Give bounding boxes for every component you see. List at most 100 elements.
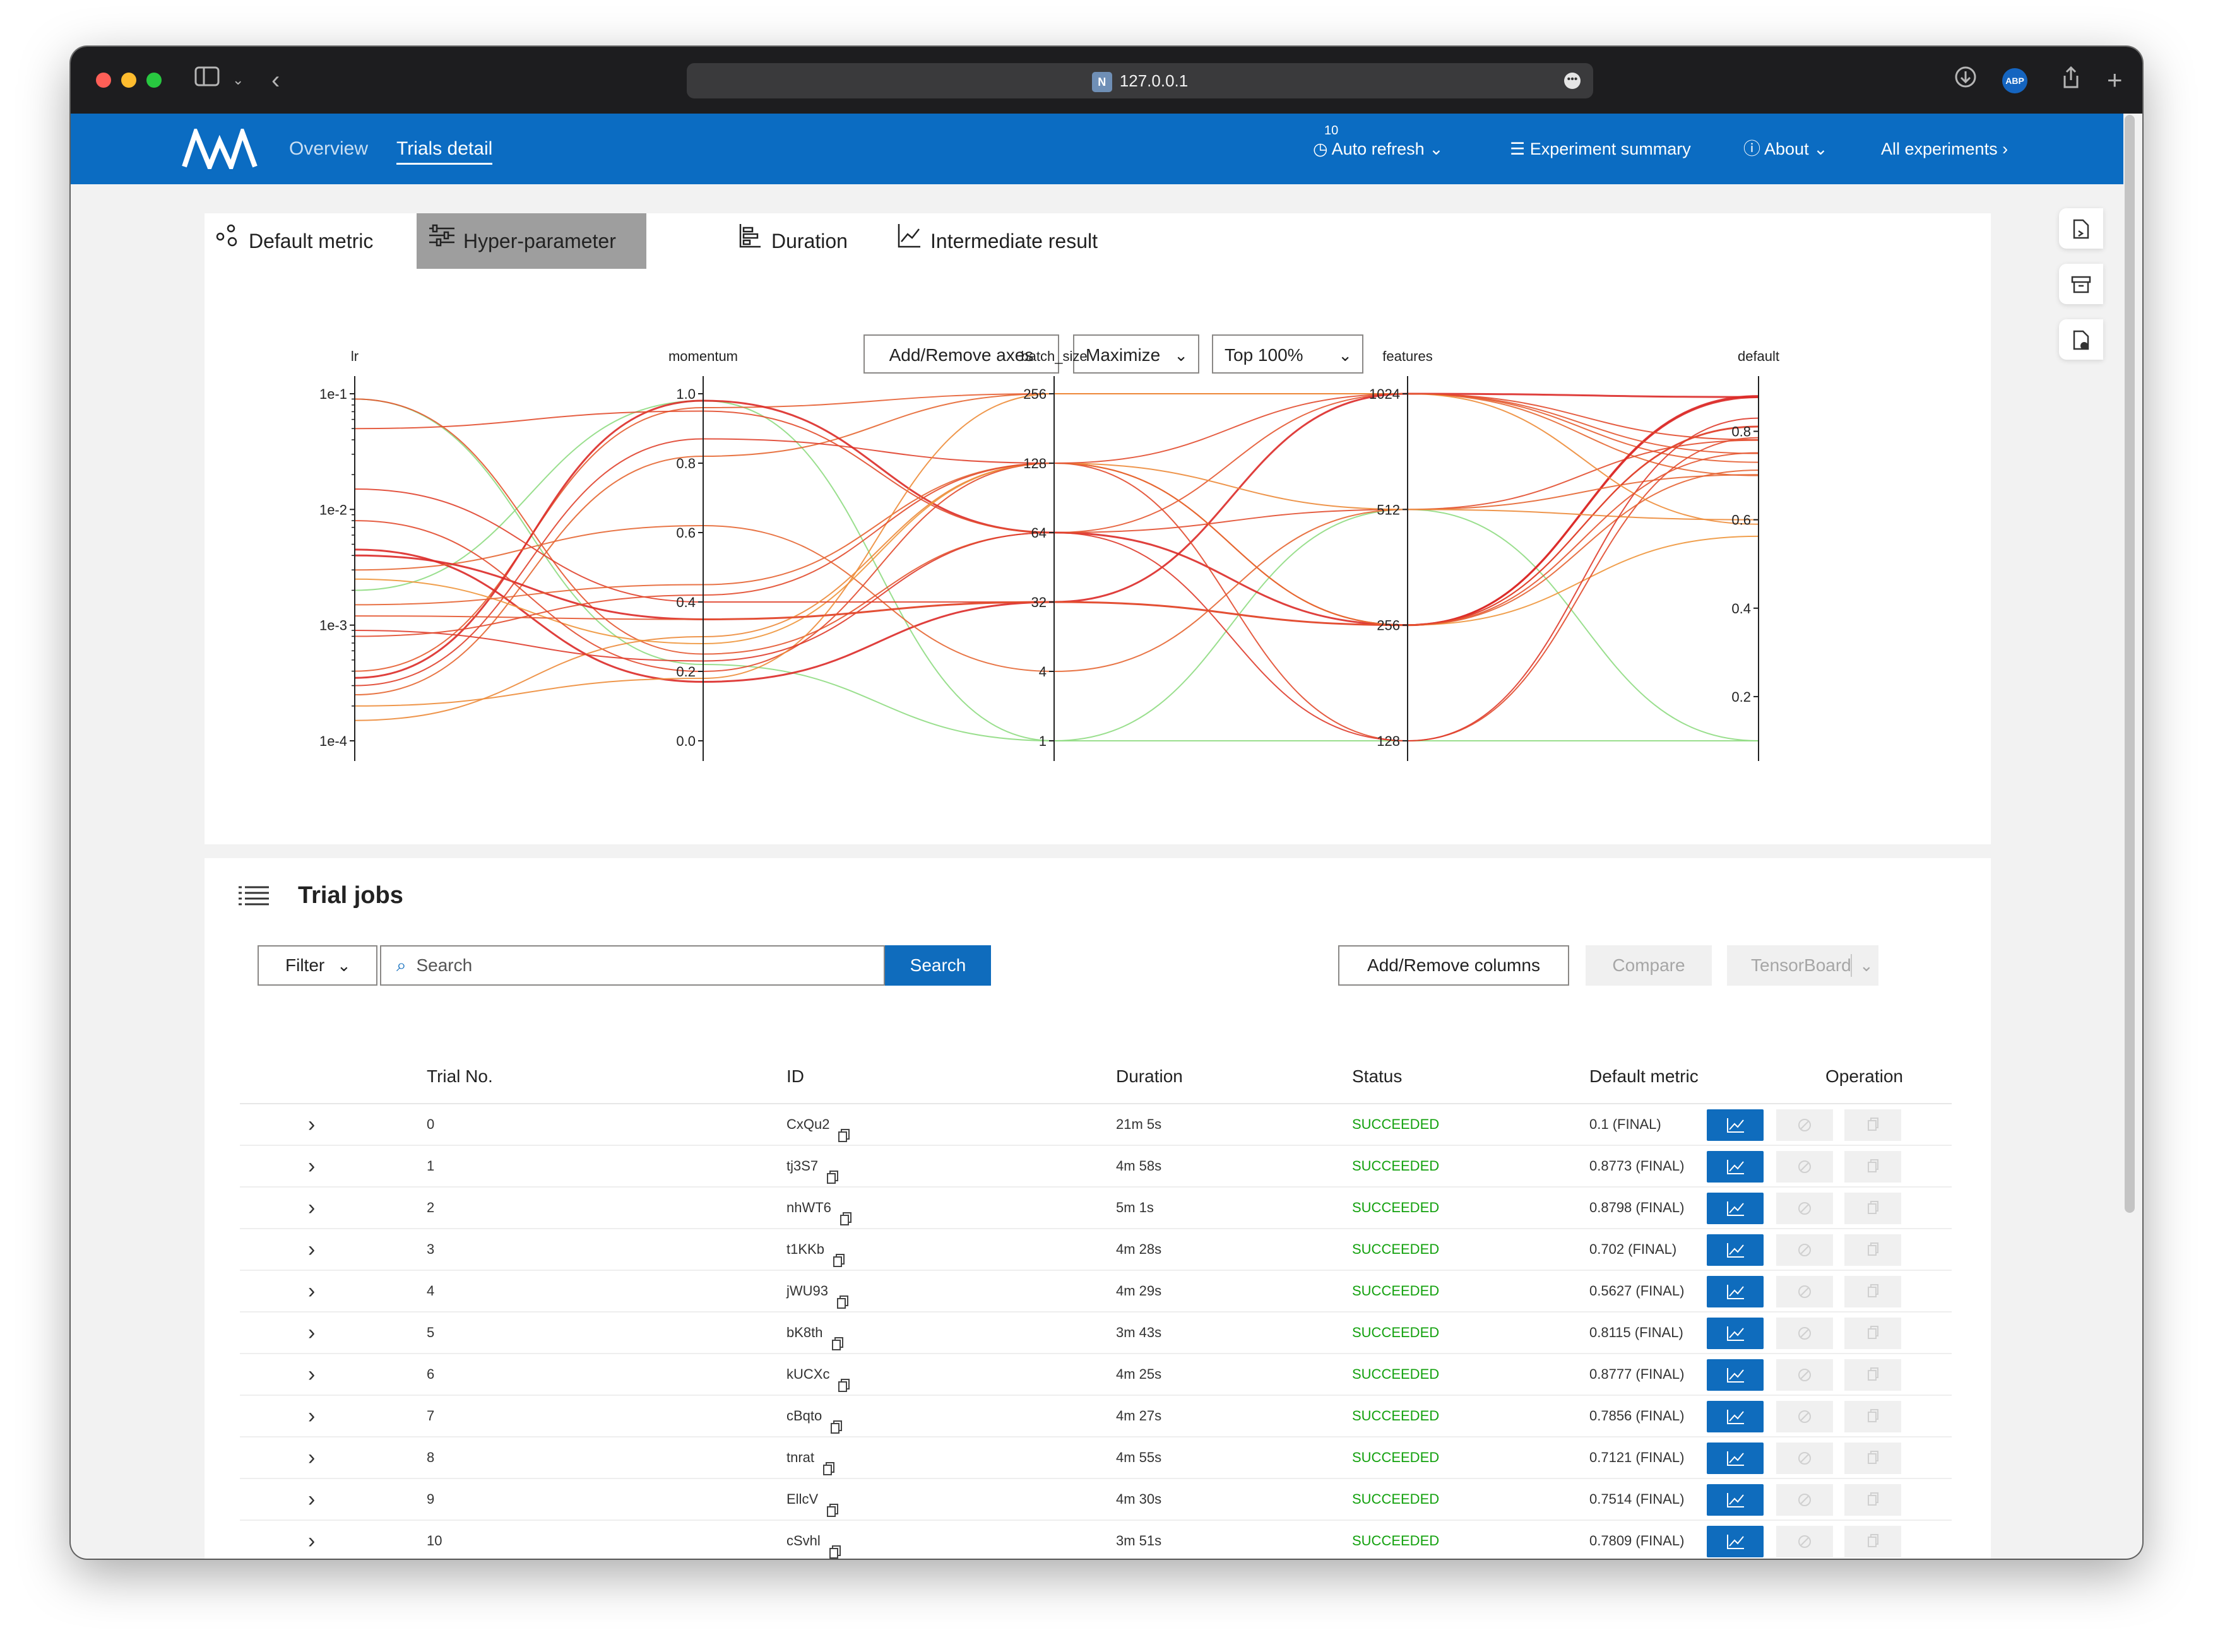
- page-scrollbar[interactable]: [2125, 115, 2135, 1213]
- copy-icon[interactable]: [838, 1118, 850, 1143]
- customize-trial-button[interactable]: [1844, 1193, 1901, 1224]
- search-button[interactable]: Search: [885, 945, 991, 986]
- table-row[interactable]: › 9 EllcV 4m 30s SUCCEEDED 0.7514 (FINAL): [240, 1479, 1952, 1521]
- trial-line[interactable]: [354, 417, 1759, 742]
- expand-row-icon[interactable]: ›: [308, 1321, 316, 1345]
- view-intermediate-button[interactable]: [1707, 1318, 1764, 1349]
- minimize-window-button[interactable]: [121, 73, 136, 88]
- close-window-button[interactable]: [96, 73, 111, 88]
- view-intermediate-button[interactable]: [1707, 1484, 1764, 1516]
- table-row[interactable]: › 4 jWU93 4m 29s SUCCEEDED 0.5627 (FINAL): [240, 1271, 1952, 1313]
- kill-trial-button[interactable]: [1776, 1234, 1833, 1266]
- customize-trial-button[interactable]: [1844, 1526, 1901, 1557]
- share-icon[interactable]: [2062, 66, 2080, 98]
- copy-icon[interactable]: [831, 1410, 843, 1434]
- customize-trial-button[interactable]: [1844, 1401, 1901, 1432]
- new-tab-icon[interactable]: +: [2107, 65, 2123, 95]
- kill-trial-button[interactable]: [1776, 1318, 1833, 1349]
- expand-row-icon[interactable]: ›: [308, 1529, 316, 1553]
- copy-icon[interactable]: [840, 1201, 851, 1226]
- kill-trial-button[interactable]: [1776, 1276, 1833, 1307]
- archive-button[interactable]: [2059, 264, 2103, 304]
- add-remove-columns-button[interactable]: Add/Remove columns: [1338, 945, 1569, 986]
- column-header-default-metric[interactable]: Default metric: [1589, 1066, 1699, 1086]
- table-row[interactable]: › 1 tj3S7 4m 58s SUCCEEDED 0.8773 (FINAL): [240, 1146, 1952, 1188]
- tab-hyper-parameter[interactable]: Hyper-parameter: [417, 213, 646, 269]
- view-intermediate-button[interactable]: [1707, 1526, 1764, 1557]
- filter-dropdown[interactable]: Filter ⌄: [258, 945, 377, 986]
- customize-trial-button[interactable]: [1844, 1443, 1901, 1474]
- download-icon[interactable]: [1954, 66, 1977, 97]
- copy-icon[interactable]: [827, 1493, 839, 1518]
- expand-row-icon[interactable]: ›: [308, 1487, 316, 1511]
- expand-row-icon[interactable]: ›: [308, 1237, 316, 1261]
- trial-line[interactable]: [354, 392, 1759, 696]
- column-header-id[interactable]: ID: [786, 1066, 804, 1086]
- maximize-dropdown[interactable]: Maximize ⌄: [1073, 334, 1199, 374]
- trial-line[interactable]: [354, 396, 1759, 679]
- experiment-summary-button[interactable]: ☰ Experiment summary: [1510, 135, 1691, 163]
- expand-row-icon[interactable]: ›: [308, 1112, 316, 1136]
- view-intermediate-button[interactable]: [1707, 1443, 1764, 1474]
- tab-default-metric[interactable]: Default metric: [213, 213, 403, 269]
- view-intermediate-button[interactable]: [1707, 1401, 1764, 1432]
- kill-trial-button[interactable]: [1776, 1526, 1833, 1557]
- table-row[interactable]: › 0 CxQu2 21m 5s SUCCEEDED 0.1 (FINAL): [240, 1104, 1952, 1146]
- customize-trial-button[interactable]: [1844, 1276, 1901, 1307]
- adblock-extension-icon[interactable]: ABP: [2002, 68, 2027, 93]
- top-percent-dropdown[interactable]: Top 100% ⌄: [1212, 334, 1363, 374]
- trial-line[interactable]: [354, 425, 1759, 626]
- experiment-log-button[interactable]: [2059, 319, 2103, 360]
- kill-trial-button[interactable]: [1776, 1193, 1833, 1224]
- view-intermediate-button[interactable]: [1707, 1109, 1764, 1141]
- column-header-duration[interactable]: Duration: [1116, 1066, 1183, 1086]
- table-row[interactable]: › 8 tnrat 4m 55s SUCCEEDED 0.7121 (FINAL): [240, 1437, 1952, 1479]
- sidebar-toggle-icon[interactable]: [194, 66, 220, 96]
- trial-line[interactable]: [354, 399, 1759, 742]
- customize-trial-button[interactable]: [1844, 1151, 1901, 1183]
- column-header-trial-no[interactable]: Trial No.: [427, 1066, 493, 1086]
- trial-line[interactable]: [354, 410, 1759, 534]
- expand-row-icon[interactable]: ›: [308, 1196, 316, 1220]
- customize-trial-button[interactable]: [1844, 1359, 1901, 1391]
- expand-row-icon[interactable]: ›: [308, 1404, 316, 1428]
- view-intermediate-button[interactable]: [1707, 1151, 1764, 1183]
- all-experiments-link[interactable]: All experiments ›: [1881, 135, 2008, 163]
- view-intermediate-button[interactable]: [1707, 1359, 1764, 1391]
- search-input[interactable]: ⌕ Search: [380, 945, 885, 986]
- parallel-coordinates-chart[interactable]: lr 1e-1 1e-2 1e-3 1e-4 momentum 1.0 0.8 0.6 0.4 0.…: [205, 213, 1991, 844]
- expand-row-icon[interactable]: ›: [308, 1362, 316, 1386]
- view-intermediate-button[interactable]: [1707, 1234, 1764, 1266]
- chevron-down-icon[interactable]: ⌄: [232, 72, 244, 88]
- nav-trials-detail[interactable]: Trials detail: [396, 135, 493, 165]
- kill-trial-button[interactable]: [1776, 1359, 1833, 1391]
- copy-icon[interactable]: [827, 1160, 839, 1184]
- add-remove-axes-button[interactable]: Add/Remove axes: [863, 334, 1059, 374]
- kill-trial-button[interactable]: [1776, 1401, 1833, 1432]
- customize-trial-button[interactable]: [1844, 1318, 1901, 1349]
- customize-trial-button[interactable]: [1844, 1484, 1901, 1516]
- copy-icon[interactable]: [837, 1285, 849, 1309]
- trial-line[interactable]: [354, 437, 1759, 742]
- expand-row-icon[interactable]: ›: [308, 1446, 316, 1470]
- copy-icon[interactable]: [831, 1326, 843, 1351]
- zoom-window-button[interactable]: [146, 73, 162, 88]
- address-bar[interactable]: N 127.0.0.1 •••: [687, 63, 1593, 98]
- more-icon[interactable]: •••: [1564, 73, 1581, 89]
- table-row[interactable]: › 2 nhWT6 5m 1s SUCCEEDED 0.8798 (FINAL): [240, 1188, 1952, 1229]
- expand-row-icon[interactable]: ›: [308, 1154, 316, 1178]
- compare-button[interactable]: Compare: [1586, 945, 1712, 986]
- trial-line[interactable]: [354, 392, 1759, 707]
- kill-trial-button[interactable]: [1776, 1443, 1833, 1474]
- copy-icon[interactable]: [838, 1368, 850, 1393]
- table-row[interactable]: › 7 cBqto 4m 27s SUCCEEDED 0.7856 (FINAL): [240, 1396, 1952, 1437]
- back-icon[interactable]: ‹: [271, 66, 280, 94]
- auto-refresh-dropdown[interactable]: ◷ Auto refresh ⌄: [1313, 135, 1444, 163]
- copy-icon[interactable]: [829, 1535, 841, 1559]
- nav-overview[interactable]: Overview: [289, 138, 369, 159]
- copy-icon[interactable]: [833, 1243, 845, 1268]
- kill-trial-button[interactable]: [1776, 1151, 1833, 1183]
- experiment-params-button[interactable]: [2059, 208, 2103, 249]
- table-row[interactable]: › 10 cSvhl 3m 51s SUCCEEDED 0.7809 (FINAL): [240, 1521, 1952, 1559]
- trial-line[interactable]: [354, 392, 1759, 655]
